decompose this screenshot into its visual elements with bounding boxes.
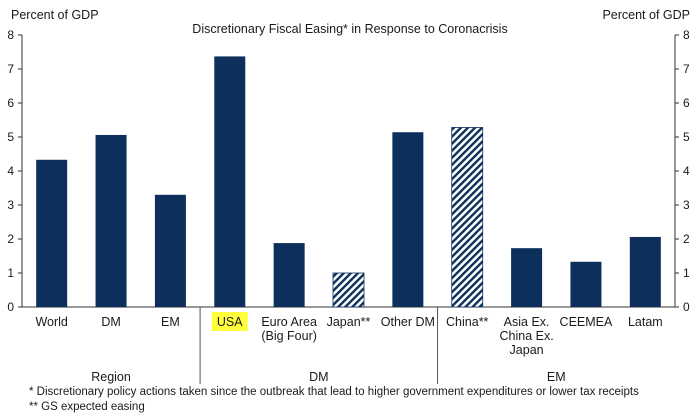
x-tick-label: China** (446, 315, 489, 329)
x-tick-label: Asia Ex. China Ex. Japan (499, 315, 553, 357)
bar-dm (95, 134, 127, 307)
y-tick-label-left: 4 (7, 164, 14, 178)
x-tick-label: Japan** (327, 315, 371, 329)
chart-title: Discretionary Fiscal Easing* in Response… (192, 22, 507, 36)
x-tick-label: World (35, 315, 67, 329)
y-tick-label-right: 5 (683, 130, 690, 144)
x-tick-label: Latam (628, 315, 663, 329)
group-label: DM (309, 370, 328, 384)
y-tick-label-left: 6 (7, 96, 14, 110)
bar-other-dm (392, 132, 424, 307)
y-axis-left-label: Percent of GDP (11, 8, 99, 22)
bars (36, 56, 661, 308)
category-labels: World DM EM USA Euro Area (Big Four) Japan** Ot… (35, 312, 663, 357)
y-tick-label-right: 2 (683, 232, 690, 246)
x-tick-label: CEEMEA (560, 315, 613, 329)
y-tick-label-right: 7 (683, 62, 690, 76)
footnote-2: ** GS expected easing (29, 401, 145, 413)
bar-usa (214, 56, 246, 307)
x-tick-label: DM (101, 315, 120, 329)
x-tick-label: USA (217, 315, 243, 329)
x-tick-label: Euro Area (Big Four) (261, 315, 317, 343)
y-axis-right-label: Percent of GDP (602, 8, 690, 22)
group-label: Region (91, 370, 131, 384)
bar-latam (629, 236, 661, 307)
bar-ceemea (570, 261, 602, 307)
x-tick-label: EM (161, 315, 180, 329)
y-tick-label-left: 2 (7, 232, 14, 246)
x-tick-label: Other DM (381, 315, 435, 329)
footnote-1: * Discretionary policy actions taken sin… (29, 386, 639, 398)
y-tick-label-right: 0 (683, 300, 690, 314)
y-tick-label-right: 8 (683, 28, 690, 42)
bar-euro-area (273, 243, 305, 307)
bar-asia-ex (511, 248, 543, 307)
bar-em (154, 194, 186, 307)
y-tick-label-right: 3 (683, 198, 690, 212)
highlight-box (211, 312, 248, 331)
y-tick-label-left: 1 (7, 266, 14, 280)
y-tick-label-left: 0 (7, 300, 14, 314)
bar-china (451, 127, 484, 308)
y-tick-label-right: 4 (683, 164, 690, 178)
bar-world (36, 159, 68, 307)
y-tick-label-left: 7 (7, 62, 14, 76)
y-tick-label-left: 5 (7, 130, 14, 144)
y-tick-label-left: 3 (7, 198, 14, 212)
y-tick-label-left: 8 (7, 28, 14, 42)
y-tick-label-right: 1 (683, 266, 690, 280)
bar-japan (332, 272, 365, 308)
y-tick-label-right: 6 (683, 96, 690, 110)
category-groups: Region DM EM (91, 307, 566, 384)
group-label: EM (547, 370, 566, 384)
